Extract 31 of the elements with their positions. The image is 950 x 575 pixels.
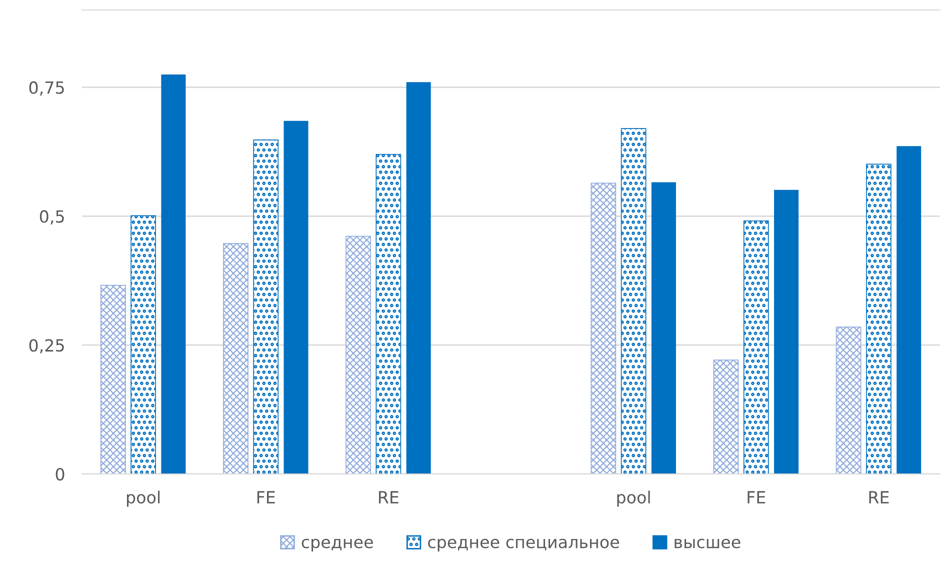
bar — [406, 82, 431, 474]
bar — [223, 243, 248, 474]
y-tick-label: 0,75 — [29, 81, 64, 96]
x-tick-label: RE — [379, 491, 398, 504]
x-tick-label: FE — [748, 491, 766, 504]
bar — [376, 154, 402, 474]
legend-label: среднее специальное — [428, 538, 619, 552]
bar — [620, 128, 646, 474]
x-tick-label: pool — [617, 490, 650, 507]
bar — [284, 120, 308, 474]
bar — [651, 182, 676, 474]
bar — [346, 236, 371, 474]
bar — [130, 215, 156, 474]
bar — [896, 146, 922, 474]
bar — [713, 360, 739, 474]
y-tick-label: 0,25 — [29, 339, 64, 354]
legend-label: высшее — [674, 538, 740, 548]
bar — [253, 140, 279, 474]
bar — [866, 164, 892, 474]
y-tick-label: 0,5 — [40, 210, 64, 224]
bar — [100, 284, 126, 474]
bar — [590, 182, 616, 474]
bar — [743, 220, 769, 474]
y-tick-label: 0 — [56, 468, 64, 481]
bar — [836, 326, 862, 474]
bar — [774, 190, 799, 474]
x-tick-label: RE — [869, 491, 889, 504]
bar — [161, 74, 186, 474]
legend-label: среднее — [302, 538, 373, 552]
x-tick-label: FE — [257, 491, 275, 504]
x-tick-label: pool — [126, 490, 160, 507]
